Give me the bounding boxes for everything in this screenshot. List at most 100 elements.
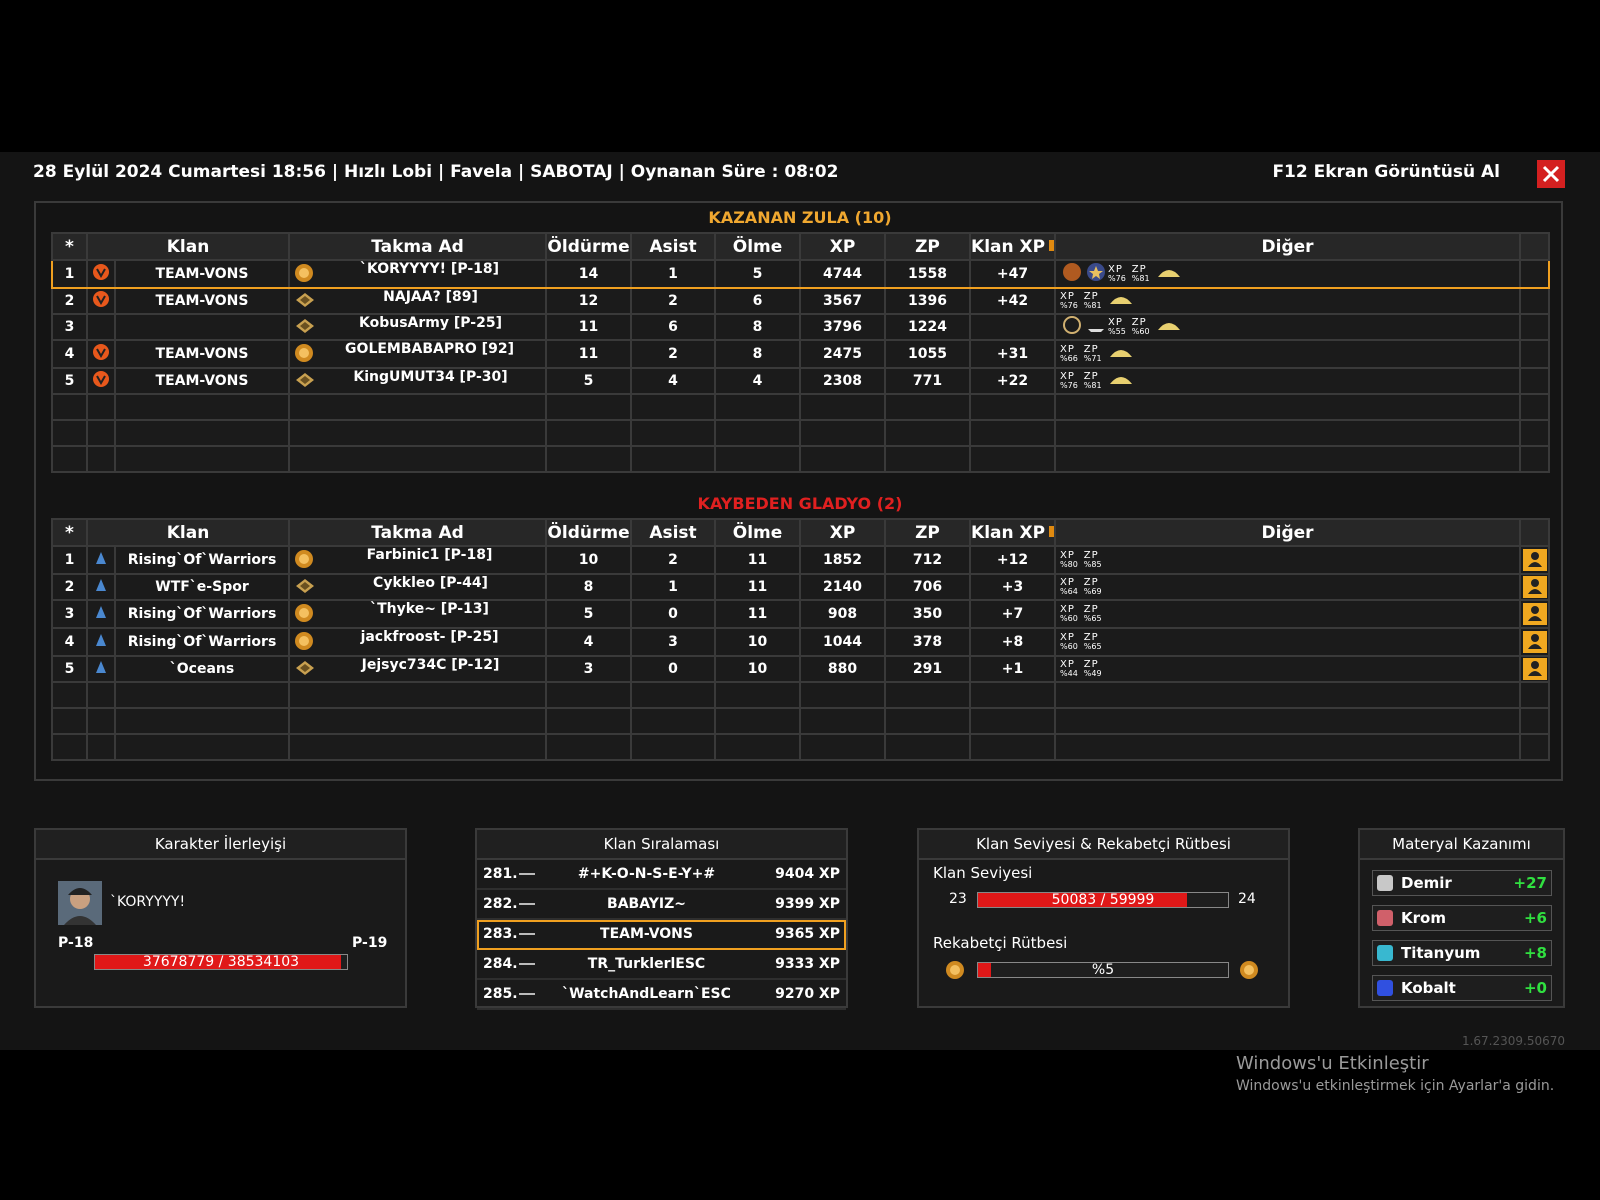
clan-level-panel: Klan Seviyesi & Rekabetçi Rütbesi Klan Se… bbox=[917, 828, 1290, 1008]
material-gain: +6 bbox=[1523, 909, 1547, 927]
clan-level-title: Klan Seviyesi bbox=[933, 864, 1033, 882]
rank-icon bbox=[294, 317, 316, 338]
clan-xp: +1 bbox=[969, 655, 1057, 683]
empty-cell bbox=[113, 681, 291, 709]
bonus-value: %76 bbox=[1060, 381, 1078, 390]
watermark-subtitle: Windows'u etkinleştirmek için Ayarlar'a … bbox=[1236, 1078, 1555, 1094]
empty-cell bbox=[799, 681, 887, 709]
nickname-cell: Farbinic1 [P-18] bbox=[288, 545, 548, 575]
empty-cell bbox=[884, 681, 972, 709]
bonus-label: XP bbox=[1108, 264, 1123, 275]
panel-title: Klan Sıralaması bbox=[477, 830, 846, 860]
other-cell: XP %55 ZP %60 bbox=[1054, 313, 1522, 341]
clan-level-progress: 50083 / 59999 bbox=[977, 892, 1229, 908]
other-cell: XP %44 ZP %49 bbox=[1054, 655, 1522, 683]
ranking-row: 284. TR_TurklerlESC 9333 XP bbox=[477, 950, 846, 980]
material-row: Kobalt +0 bbox=[1372, 975, 1552, 1001]
bonus-label: XP bbox=[1060, 371, 1075, 382]
nickname-cell: `KORYYYY! [P-18] bbox=[288, 259, 548, 289]
bonus-label: ZP bbox=[1083, 371, 1099, 382]
stat-deaths: 8 bbox=[714, 339, 802, 369]
nickname-cell: `Thyke~ [P-13] bbox=[288, 599, 548, 629]
ranking-row: 283. TEAM-VONS 9365 XP bbox=[477, 920, 846, 950]
stat-zp: 1224 bbox=[884, 313, 972, 341]
badge-ship-svg bbox=[1088, 329, 1105, 332]
badge-crown bbox=[1108, 345, 1134, 363]
clan-icon bbox=[92, 603, 110, 625]
empty-cell bbox=[545, 681, 633, 709]
clan-level-from: 23 bbox=[949, 891, 967, 907]
add-friend-button[interactable] bbox=[1522, 658, 1547, 680]
ranking-row: 282. BABAYIZ~ 9399 XP bbox=[477, 890, 846, 920]
stat-kills: 5 bbox=[545, 599, 633, 629]
clan-icon bbox=[92, 370, 110, 392]
clan-icon-cell bbox=[86, 259, 116, 289]
empty-cell bbox=[884, 445, 972, 473]
empty-cell bbox=[969, 445, 1057, 473]
badge-crown bbox=[1156, 265, 1182, 283]
bonus-label: ZP bbox=[1083, 659, 1099, 670]
bar-fill bbox=[978, 893, 1187, 907]
ranking-position: 284. bbox=[483, 956, 518, 972]
empty-cell bbox=[630, 733, 717, 761]
clan-icon-svg bbox=[93, 344, 109, 360]
empty-row bbox=[51, 733, 1551, 761]
column-header: Diğer bbox=[1054, 232, 1522, 261]
avatar bbox=[58, 881, 102, 929]
rank-icon bbox=[294, 263, 314, 286]
column-header: ZP bbox=[884, 518, 972, 547]
nickname-cell: KingUMUT34 [P-30] bbox=[288, 367, 548, 395]
clan-icon-cell bbox=[86, 655, 116, 683]
stat-deaths: 11 bbox=[714, 573, 802, 601]
stat-xp: 908 bbox=[799, 599, 887, 629]
ranking-trend bbox=[519, 873, 535, 875]
rank: 3 bbox=[51, 599, 88, 629]
bonus: ZP %60 bbox=[1132, 318, 1150, 337]
badge-crown-svg bbox=[1157, 323, 1180, 330]
panel-title: Klan Seviyesi & Rekabetçi Rütbesi bbox=[919, 830, 1288, 860]
panel-title: Materyal Kazanımı bbox=[1360, 830, 1563, 860]
ranking-trend bbox=[519, 993, 535, 995]
clan-icon-cell bbox=[86, 599, 116, 629]
empty-cell bbox=[288, 445, 548, 473]
clan-icon-svg bbox=[93, 264, 109, 280]
column-header: Takma Ad bbox=[288, 232, 548, 261]
stat-zp: 712 bbox=[884, 545, 972, 575]
bonus-label: XP bbox=[1060, 659, 1075, 670]
material-swatch bbox=[1377, 910, 1393, 926]
rank-title: Rekabetçi Rütbesi bbox=[933, 934, 1068, 952]
close-button[interactable] bbox=[1537, 160, 1565, 188]
empty-cell bbox=[799, 733, 887, 761]
rank-icon bbox=[294, 577, 316, 598]
badge-crown-svg bbox=[1157, 270, 1180, 277]
empty-cell bbox=[1054, 393, 1522, 421]
add-friend-button[interactable] bbox=[1522, 603, 1547, 625]
bonus-value: %71 bbox=[1083, 354, 1102, 363]
stat-zp: 1055 bbox=[884, 339, 972, 369]
stat-xp: 2308 bbox=[799, 367, 887, 395]
material-name: Krom bbox=[1401, 909, 1446, 927]
info-icon-svg bbox=[1049, 525, 1054, 537]
bonus: ZP %49 bbox=[1083, 659, 1102, 679]
nickname: GOLEMBABAPRO [92] bbox=[345, 341, 514, 357]
material-row: Krom +6 bbox=[1372, 905, 1552, 931]
ranking-clan: TEAM-VONS bbox=[600, 926, 693, 942]
empty-cell bbox=[714, 445, 802, 473]
bonus-label: XP bbox=[1060, 632, 1075, 643]
empty-cell bbox=[969, 419, 1057, 447]
player-row: 3 KobusArmy [P-25] 11 6 8 3796 1224 XP %55 ZP %60 bbox=[51, 313, 1551, 341]
bonus: ZP %65 bbox=[1084, 605, 1102, 624]
team-title: KAZANAN ZULA (10) bbox=[708, 208, 892, 227]
stat-assists: 3 bbox=[630, 627, 717, 657]
bonus-label: XP bbox=[1060, 344, 1075, 355]
stat-kills: 10 bbox=[545, 545, 633, 575]
add-friend-button[interactable] bbox=[1522, 631, 1547, 653]
empty-cell bbox=[113, 733, 291, 761]
ranking-clan: `WatchAndLearn`ESC bbox=[562, 986, 731, 1002]
add-friend-button[interactable] bbox=[1522, 576, 1547, 598]
clan-name: TEAM-VONS bbox=[113, 367, 291, 395]
add-friend-button[interactable] bbox=[1522, 549, 1547, 571]
bonus-value: %76 bbox=[1108, 274, 1126, 283]
empty-cell bbox=[51, 445, 88, 473]
